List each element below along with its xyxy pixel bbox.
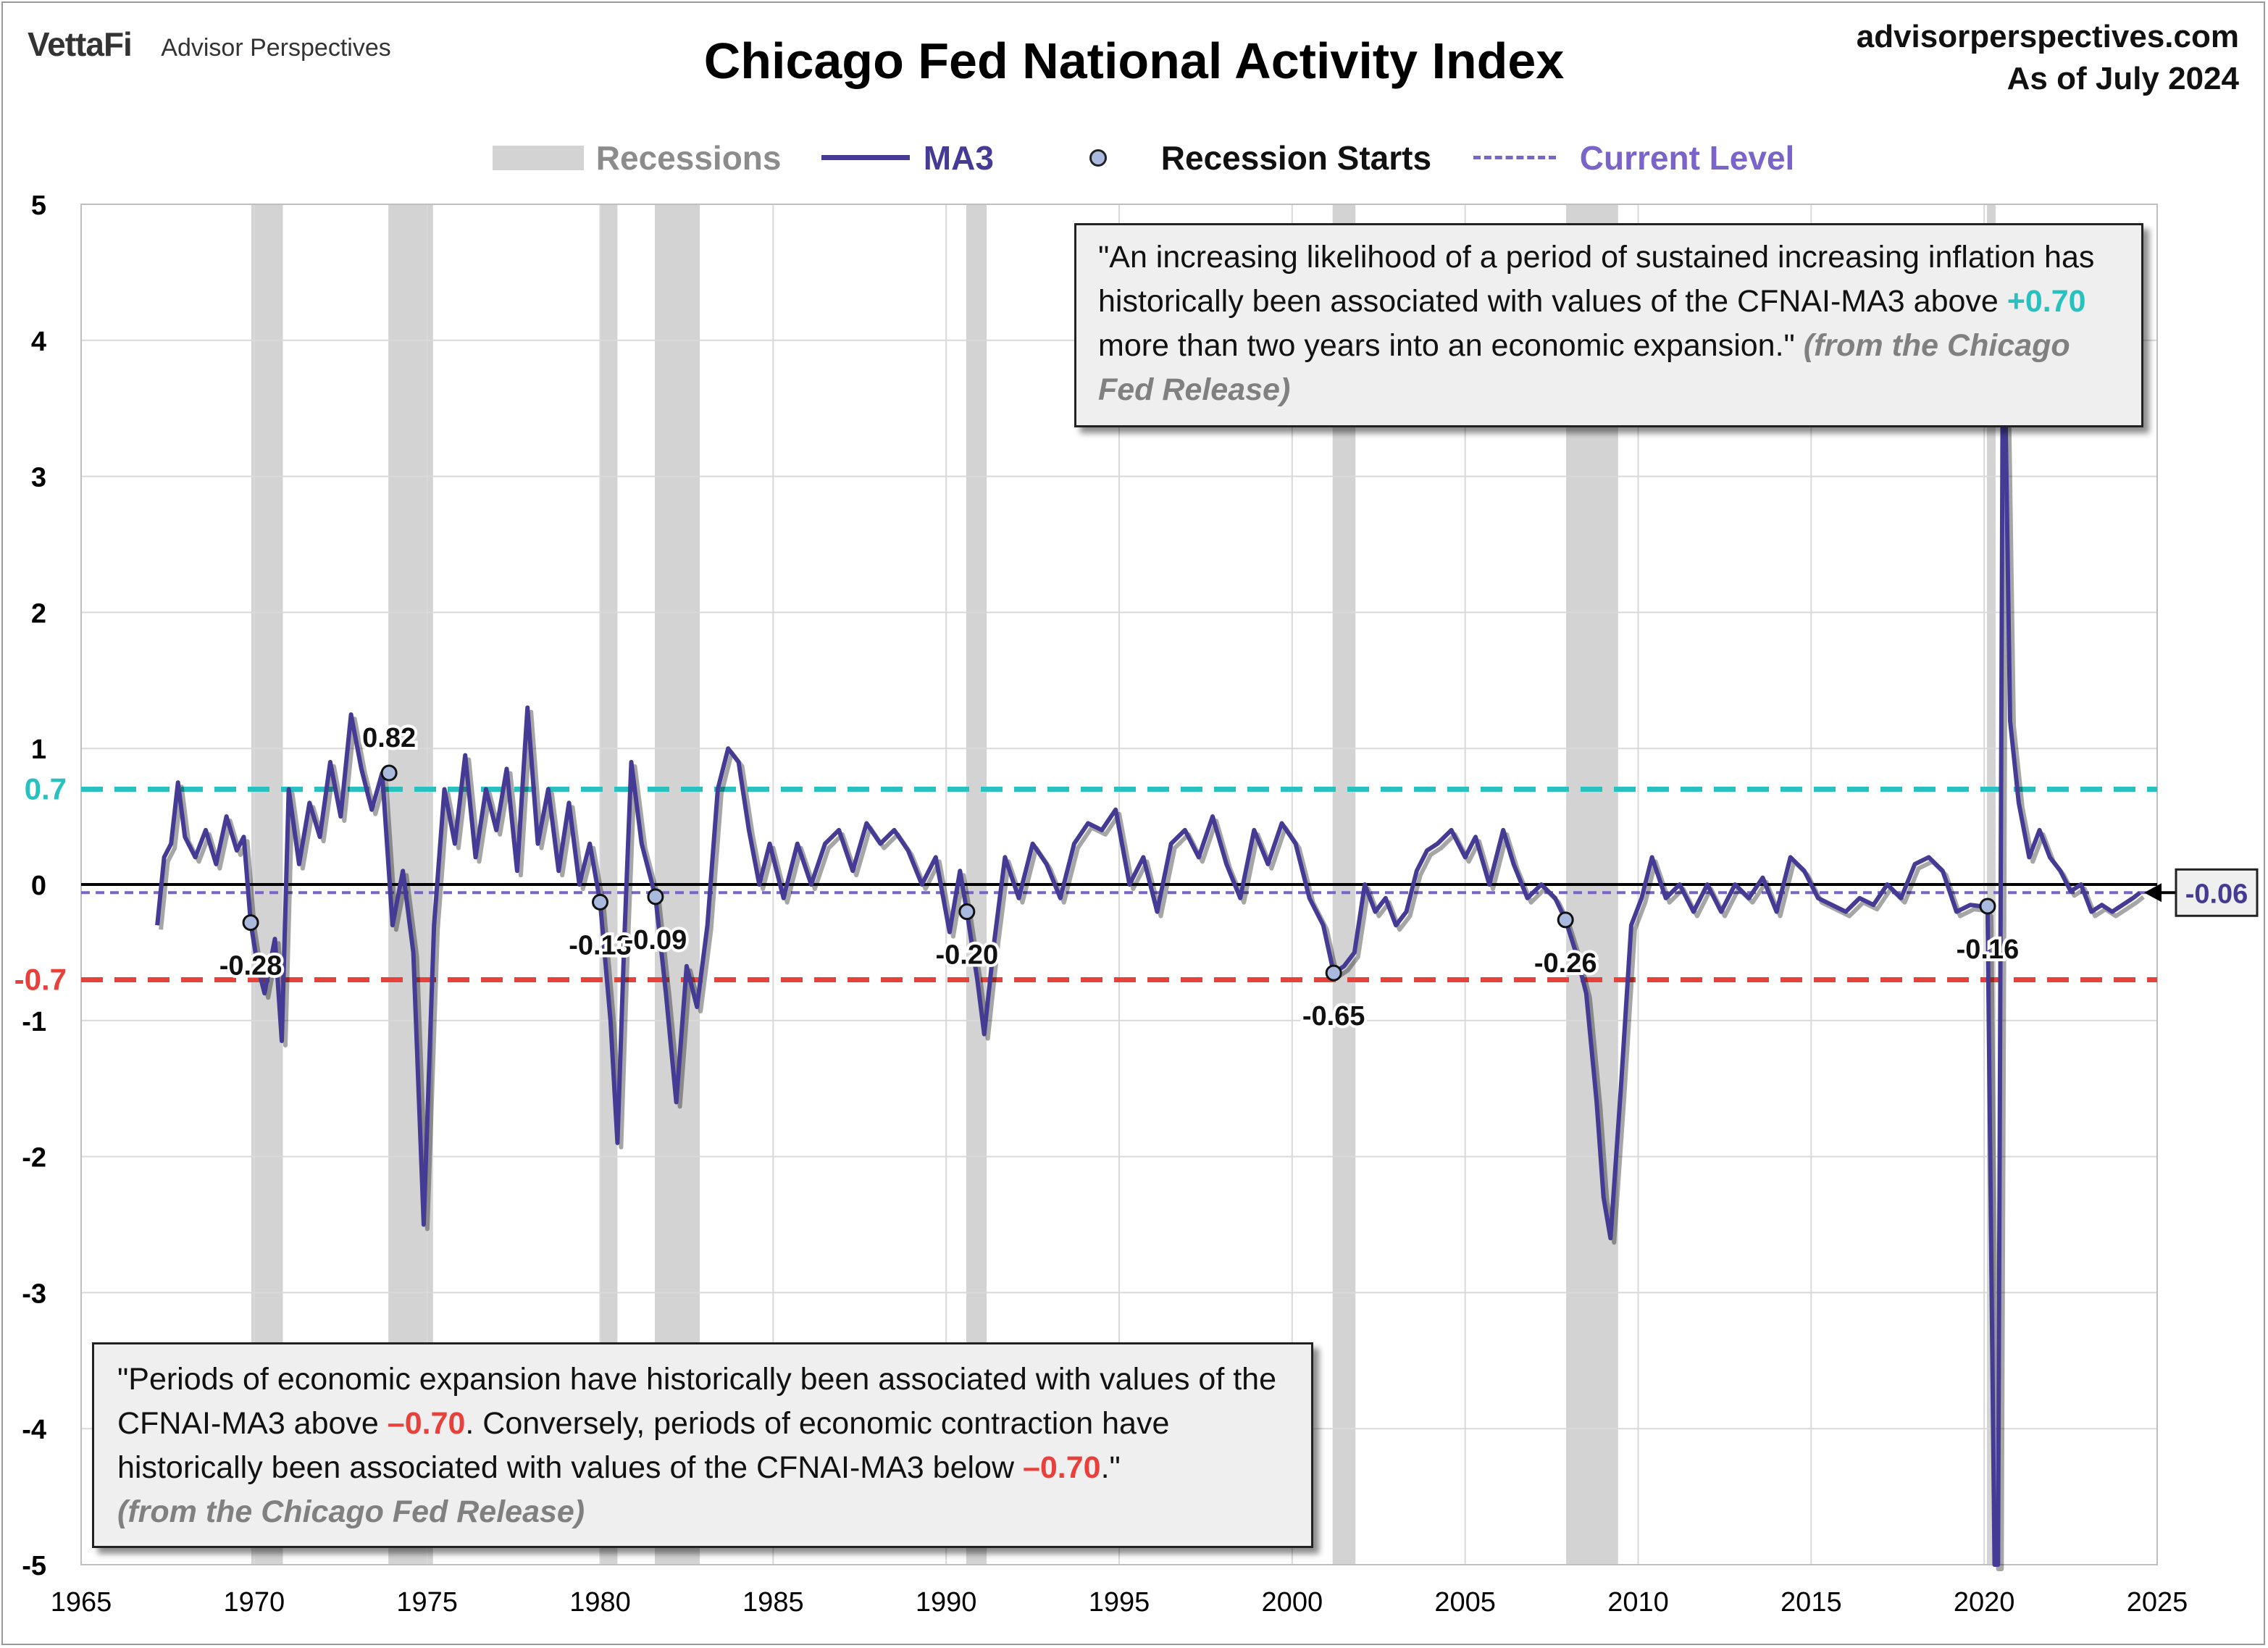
recession-start-label: -0.65 <box>1302 1001 1365 1032</box>
y-tick-label: -4 <box>22 1415 46 1445</box>
y-tick-label: -2 <box>22 1143 46 1174</box>
recession-start-label: -0.28 <box>219 951 283 982</box>
current-level-value: -0.06 <box>2185 879 2248 909</box>
quote-top-highlight: +0.70 <box>2007 284 2086 319</box>
y-tick-label: 0 <box>31 871 46 901</box>
y-tick-label: 4 <box>31 327 46 357</box>
x-tick-label: 2015 <box>1780 1587 1842 1618</box>
recession-start-label: -0.13 <box>569 930 632 961</box>
y-tick-label: 1 <box>31 735 46 765</box>
expansion-quote-box: "Periods of economic expansion have hist… <box>92 1342 1313 1548</box>
ma3-line <box>155 256 2141 1567</box>
recession-start-label: -0.20 <box>936 940 999 971</box>
quote-top-text-2: more than two years into an economic exp… <box>1098 328 1804 363</box>
recession-start-marker <box>242 914 259 932</box>
x-tick-label: 2010 <box>1607 1587 1669 1618</box>
x-tick-label: 1975 <box>396 1587 458 1618</box>
brand-name: Advisor Perspectives <box>161 34 391 62</box>
recession-start-marker <box>1325 964 1342 982</box>
recession-start-marker <box>647 888 664 905</box>
legend-recessions: Recessions <box>493 133 781 180</box>
quote-bottom-text: "Periods of economic expansion have hist… <box>117 1362 1277 1441</box>
legend-recessions-label: Recessions <box>595 138 782 177</box>
as-of-date: As of July 2024 <box>2007 61 2239 96</box>
recession-start-label: -0.09 <box>624 925 687 955</box>
inflation-quote-box: "An increasing likelihood of a period of… <box>1074 223 2143 427</box>
x-tick-label: 2020 <box>1954 1587 2015 1618</box>
quote-top-text: "An increasing likelihood of a period of… <box>1098 240 2095 319</box>
legend-recession-starts-label: Recession Starts <box>1160 138 1432 177</box>
legend-current-level: Current Level <box>1473 133 1794 180</box>
legend-current-level-label: Current Level <box>1579 138 1795 177</box>
x-tick-label: 1980 <box>569 1587 631 1618</box>
y-tick-label: -5 <box>22 1551 46 1581</box>
ma3-line-shadow <box>159 261 2145 1571</box>
quote-bottom-highlight-2: –0.70 <box>1022 1450 1101 1485</box>
x-tick-label: 1995 <box>1089 1587 1150 1618</box>
ma3-swatch <box>821 155 910 161</box>
recession-start-marker <box>958 903 976 921</box>
x-tick-label: 1985 <box>742 1587 804 1618</box>
quote-top-source: (from the Chicago Fed Release) <box>1098 328 2070 407</box>
site-info: advisorperspectives.com As of July 2024 <box>1857 16 2239 100</box>
current-level-arrow-icon <box>2144 883 2162 903</box>
legend-ma3-label: MA3 <box>923 138 994 177</box>
legend: Recessions MA3 Recession Starts Current … <box>0 133 2268 177</box>
y-tick-label: 3 <box>31 463 46 493</box>
quote-bottom-text-3: ." <box>1100 1450 1121 1485</box>
recession-swatch <box>493 145 584 170</box>
recession-start-marker-icon <box>1089 149 1107 167</box>
x-tick-label: 1970 <box>224 1587 285 1618</box>
current-level-badge <box>2175 868 2259 917</box>
brand: VettaFi Advisor Perspectives <box>28 25 391 64</box>
chart-title: Chicago Fed National Activity Index <box>703 33 1565 89</box>
x-tick-label: 2005 <box>1434 1587 1496 1618</box>
quote-bottom-source: (from the Chicago Fed Release) <box>117 1494 585 1529</box>
x-tick-label: 1965 <box>51 1587 112 1618</box>
recession-start-marker <box>1979 898 1996 915</box>
x-tick-label: 2025 <box>2127 1587 2188 1618</box>
recession-start-marker <box>1557 911 1574 929</box>
x-tick-label: 2000 <box>1262 1587 1323 1618</box>
y-tick-label: 2 <box>31 598 46 629</box>
recession-start-marker <box>592 893 608 911</box>
x-tick-label: 1990 <box>916 1587 977 1618</box>
quote-bottom-text-2: . Conversely, periods of economic contra… <box>117 1406 1170 1485</box>
recession-start-marker <box>380 764 398 782</box>
site-url: advisorperspectives.com <box>1856 19 2239 54</box>
y-tick-label: 5 <box>31 191 46 221</box>
y-tick-label: -3 <box>22 1279 46 1309</box>
y-tick-label: -1 <box>22 1007 46 1037</box>
vettafi-logo: VettaFi <box>28 25 133 63</box>
recession-start-label: 0.82 <box>362 723 416 753</box>
recession-start-label: -0.26 <box>1534 948 1597 979</box>
threshold-label: 0.7 <box>25 772 67 806</box>
threshold-label: -0.7 <box>14 962 67 996</box>
recession-start-label: -0.16 <box>1957 934 2020 965</box>
legend-recession-starts: Recession Starts <box>1089 133 1431 180</box>
legend-ma3: MA3 <box>821 133 994 180</box>
current-level-swatch <box>1473 156 1556 160</box>
quote-bottom-highlight-1: –0.70 <box>387 1406 466 1441</box>
